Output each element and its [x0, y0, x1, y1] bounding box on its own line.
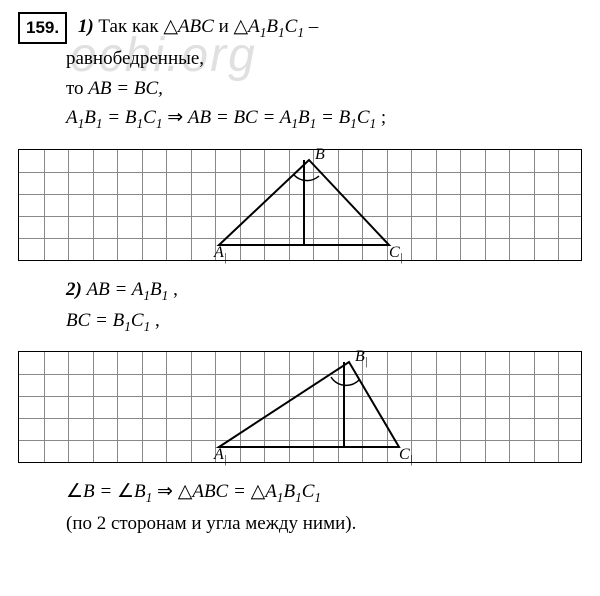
p2-c1: C — [131, 310, 144, 331]
p2-eq2: = — [90, 310, 112, 331]
p2-b1b: B — [113, 310, 125, 331]
triangle-2-svg — [19, 352, 583, 462]
ch3a: A — [280, 107, 292, 128]
ch4s2: 1 — [370, 116, 377, 131]
conclusion-line1: ∠B = ∠B1 ⇒ △ABC = △A1B1C1 — [66, 477, 582, 508]
sub-3: 1 — [297, 25, 304, 40]
part1-text-a: Так как — [98, 16, 163, 37]
ch4b: B — [339, 107, 351, 128]
p2-s3: 1 — [124, 319, 131, 334]
ch3s: 1 — [291, 116, 298, 131]
cB: B — [83, 481, 95, 502]
l4-s2: 1 — [96, 116, 103, 131]
conclusion-line2: (по 2 сторонам и угла между ними). — [66, 509, 582, 538]
implies-1: ⇒ — [167, 107, 188, 128]
part2-label: 2) — [66, 279, 82, 300]
label-B1: B — [315, 146, 325, 164]
ch1: AB — [188, 107, 211, 128]
ctri1: △ — [178, 481, 193, 502]
tri-symbol-2: △ — [234, 16, 249, 37]
semi: ; — [381, 107, 386, 128]
ch4s: 1 — [350, 116, 357, 131]
problem-number: 159. — [18, 12, 67, 44]
cs1: 1 — [146, 490, 153, 505]
line-2: равнобедренные, — [66, 44, 582, 73]
diagram-2: A| B| C| — [18, 351, 582, 463]
eq1-lhs: AB — [88, 78, 111, 99]
cs4: 1 — [314, 490, 321, 505]
ceq: = — [95, 481, 117, 502]
diagram-1: A| B C| — [18, 149, 582, 261]
p2-b1: B — [150, 279, 162, 300]
part1-label: 1) — [78, 16, 94, 37]
l4-b2: B — [125, 107, 137, 128]
tri-symbol-1: △ — [163, 16, 178, 37]
ch3b: B — [298, 107, 310, 128]
cs3: 1 — [295, 490, 302, 505]
p2-s2: 1 — [162, 287, 169, 302]
line-3: то AB = BC, — [66, 74, 582, 103]
l4-b: B — [84, 107, 96, 128]
l4-a: A — [66, 107, 78, 128]
ca1: A — [265, 481, 277, 502]
b1: B — [266, 16, 278, 37]
p2-comma2: , — [155, 310, 160, 331]
cabc: ABC — [192, 481, 228, 502]
triangle-1-svg — [19, 150, 583, 260]
l4-s4: 1 — [156, 116, 163, 131]
line3-a: то — [66, 78, 88, 99]
part1-text-b: и — [219, 16, 234, 37]
l4-c: C — [143, 107, 156, 128]
p2-eq: = — [110, 279, 132, 300]
label-A1: A| — [214, 244, 227, 264]
a1: A — [248, 16, 260, 37]
cb1: B — [283, 481, 295, 502]
label-B2: B| — [355, 348, 368, 368]
p2-ab: AB — [87, 279, 110, 300]
cc1: C — [302, 481, 315, 502]
ceq2: = — [228, 481, 250, 502]
part2-line1: 2) AB = A1B1 , — [66, 275, 582, 306]
c1: C — [285, 16, 298, 37]
p2-a1: A — [132, 279, 144, 300]
line-1: 159. 1) Так как △ABC и △A1B1C1 – — [18, 12, 582, 44]
label-C1: C| — [389, 244, 403, 264]
cB1: B — [134, 481, 146, 502]
eq1-rhs: BC — [134, 78, 158, 99]
part1-text-c: – — [309, 16, 319, 37]
p2-comma: , — [173, 279, 178, 300]
p2-s4: 1 — [144, 319, 151, 334]
ctri2: △ — [251, 481, 266, 502]
abc-1: ABC — [178, 16, 214, 37]
label-A2: A| — [214, 446, 227, 466]
ang1: ∠ — [66, 481, 83, 502]
ch4c: C — [357, 107, 370, 128]
ch2: BC — [233, 107, 257, 128]
l4-eq: = — [107, 107, 125, 128]
ang2: ∠ — [117, 481, 134, 502]
p2-bc: BC — [66, 310, 90, 331]
part2-line2: BC = B1C1 , — [66, 306, 582, 337]
line-4: A1B1 = B1C1 ⇒ AB = BC = A1B1 = B1C1 ; — [66, 103, 582, 134]
ch3s2: 1 — [310, 116, 317, 131]
sub-2: 1 — [278, 25, 285, 40]
label-C2: C| — [399, 446, 413, 466]
cimpl: ⇒ — [157, 481, 178, 502]
